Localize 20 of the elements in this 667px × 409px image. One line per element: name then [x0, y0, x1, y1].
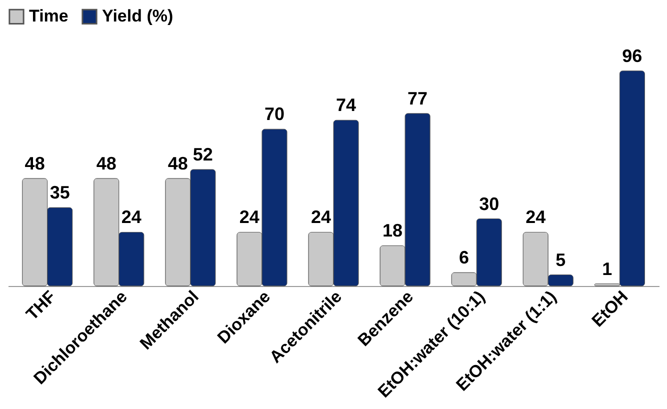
data-label: 35	[50, 182, 70, 203]
data-label: 77	[408, 88, 428, 108]
data-label: 24	[239, 207, 260, 228]
data-label: 70	[264, 104, 284, 124]
data-label: 1	[602, 258, 612, 279]
legend-label: Time	[29, 6, 68, 26]
data-label: 30	[479, 194, 500, 214]
data-label: 24	[526, 207, 546, 228]
data-label: 48	[168, 153, 188, 174]
data-label: 48	[24, 153, 45, 174]
data-label: 6	[459, 248, 470, 268]
data-label: 96	[622, 46, 642, 66]
legend-label: Yield (%)	[102, 6, 174, 26]
data-label: 5	[556, 250, 566, 270]
data-label: 24	[121, 207, 142, 228]
data-label: 52	[192, 144, 213, 164]
data-label: 18	[382, 220, 403, 241]
data-label: 48	[96, 153, 116, 174]
data-label: 74	[336, 95, 356, 116]
data-label: 24	[310, 207, 331, 228]
